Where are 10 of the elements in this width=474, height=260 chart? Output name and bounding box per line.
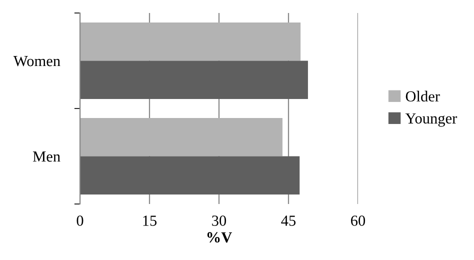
legend-label: Older — [406, 90, 440, 102]
y-tick-label: Men — [32, 152, 60, 162]
legend-label: Younger — [405, 113, 458, 127]
x-tick-label: 45 — [281, 216, 296, 226]
x-tick-label: 0 — [76, 216, 84, 226]
x-axis-title: %V — [207, 232, 232, 243]
x-tick-label: 60 — [351, 216, 366, 226]
x-tick-label: 30 — [212, 216, 226, 226]
y-tick-label: Women — [13, 56, 60, 66]
x-tick-label: 15 — [143, 216, 157, 226]
